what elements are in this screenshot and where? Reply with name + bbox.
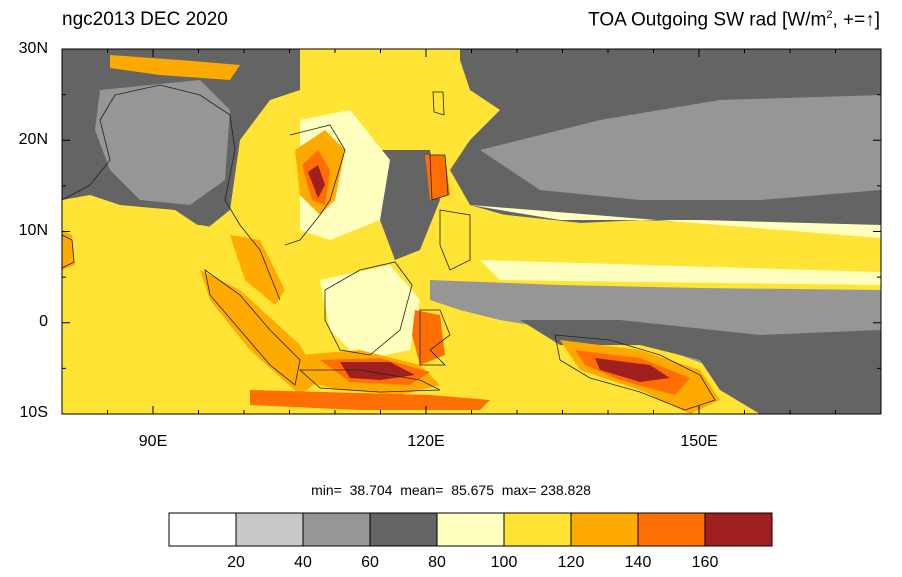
lat-label-20N: 20N xyxy=(18,131,48,148)
field-darkred-vietnam xyxy=(308,165,325,198)
lat-label-10S: 10S xyxy=(19,404,48,421)
field-darkorange-lesser-sunda xyxy=(250,390,490,410)
coastline-sumatra xyxy=(204,269,301,386)
coastline-java xyxy=(298,369,441,393)
colorbar-swatch xyxy=(369,512,438,547)
field-orange-malaya xyxy=(230,235,285,305)
lat-label-10N: 10N xyxy=(18,222,48,239)
colorbar-label: 120 xyxy=(557,554,585,571)
field-darkred-new-guinea xyxy=(595,358,670,382)
field-lightyellow-itcz-south xyxy=(480,260,881,285)
coastline-mindanao xyxy=(439,209,471,271)
field-orange-himalaya xyxy=(110,55,240,80)
field-lightyellow-borneo xyxy=(320,265,420,360)
plot-title-right: TOA Outgoing SW rad [W/m2, +=↑] xyxy=(588,9,880,31)
colorbar-swatch xyxy=(570,512,639,547)
coastline-indochina xyxy=(284,124,346,246)
colorbar-label: 40 xyxy=(294,554,312,571)
lat-label-30N: 30N xyxy=(18,40,48,57)
coastline-mainland-asia xyxy=(62,84,281,301)
field-dark-gray-scs xyxy=(380,150,440,260)
coastline-taiwan xyxy=(432,91,445,116)
stats-line: min= 38.704 mean= 85.675 max= 238.828 xyxy=(311,482,591,498)
lat-label-0: 0 xyxy=(39,313,48,330)
coastlines xyxy=(62,84,716,411)
colorbar-label: 80 xyxy=(428,554,446,571)
map-field xyxy=(62,49,881,414)
field-lightyellow-itcz-north xyxy=(470,205,881,238)
coastline-sulawesi xyxy=(419,309,451,366)
colorbar-swatch xyxy=(302,512,371,547)
colorbar-swatch xyxy=(168,512,237,547)
colorbar-swatch xyxy=(704,512,773,547)
colorbar-swatch xyxy=(637,512,706,547)
lon-label-150E: 150E xyxy=(680,433,718,450)
coastline-new-guinea xyxy=(554,334,716,411)
field-yellow-west-band xyxy=(62,215,240,275)
colorbar-swatch xyxy=(235,512,304,547)
colorbar-label: 20 xyxy=(227,554,245,571)
field-dark-gray-pacific-south xyxy=(520,320,881,414)
coastline-borneo xyxy=(324,261,413,356)
colorbar-label: 140 xyxy=(624,554,652,571)
field-darkred-java xyxy=(340,362,415,380)
colorbar-swatch xyxy=(503,512,572,547)
colorbar-swatch xyxy=(436,512,505,547)
colorbar xyxy=(168,512,773,547)
axis-ticks xyxy=(61,48,882,415)
field-mid-gray-bay-bengal xyxy=(95,80,230,205)
coastline-sri-lanka xyxy=(62,234,75,269)
colorbar-label: 100 xyxy=(490,554,518,571)
lon-label-90E: 90E xyxy=(138,433,168,450)
colorbar-label: 60 xyxy=(361,554,379,571)
plot-title-left: ngc2013 DEC 2020 xyxy=(62,9,228,30)
colorbar-label: 160 xyxy=(691,554,719,571)
field-yellow-itcz xyxy=(460,210,881,275)
field-mid-gray-pacific-north xyxy=(480,95,881,200)
coastline-luzon xyxy=(429,154,449,201)
lon-label-120E: 120E xyxy=(407,433,445,450)
field-orange-sumatra xyxy=(200,270,320,395)
